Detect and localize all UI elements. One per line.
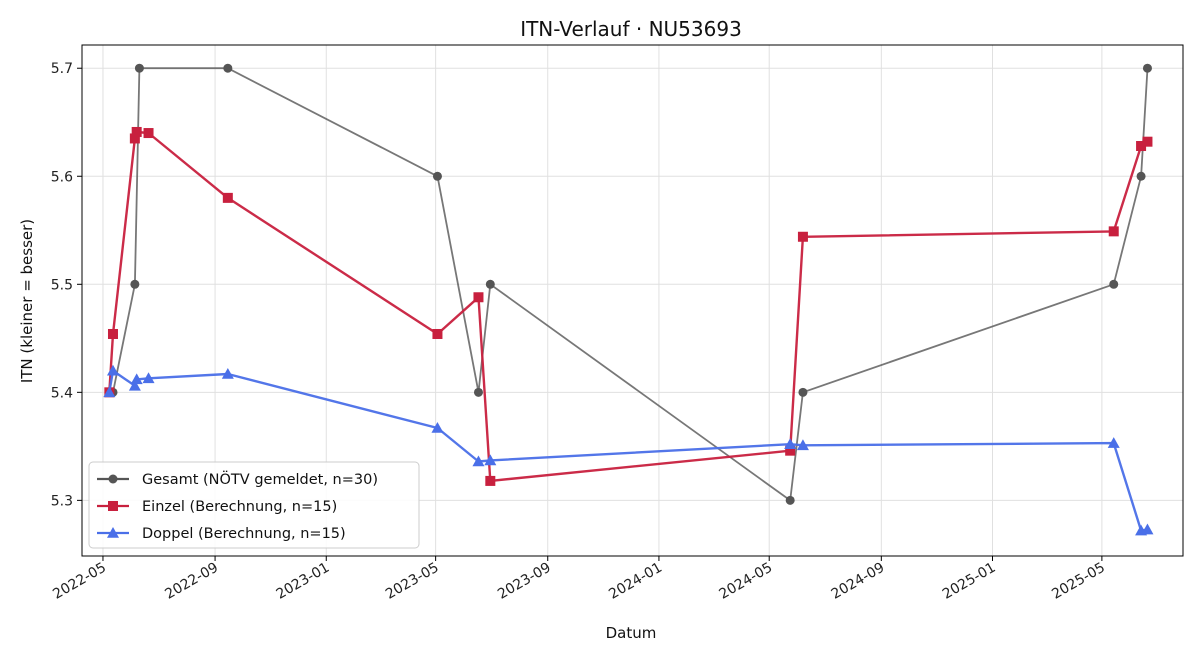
chart-title: ITN-Verlauf · NU53693 <box>520 17 742 41</box>
data-point <box>472 455 485 467</box>
data-point <box>473 292 484 303</box>
legend-item: Doppel (Berechnung, n=15) <box>97 526 346 542</box>
data-point <box>1141 523 1154 535</box>
legend-swatch-marker <box>108 501 118 511</box>
y-axis-title: ITN (kleiner = besser) <box>18 219 36 383</box>
data-point <box>1142 63 1152 73</box>
legend-item: Gesamt (NÖTV gemeldet, n=30) <box>97 470 378 488</box>
y-tick-label: 5.7 <box>51 61 73 77</box>
data-point <box>103 386 116 398</box>
y-tick-label: 5.4 <box>51 385 73 401</box>
legend-label: Einzel (Berechnung, n=15) <box>142 499 337 515</box>
data-point <box>784 438 797 449</box>
x-tick-label: 2022-05 <box>50 560 109 603</box>
x-tick-label: 2022-09 <box>162 560 221 603</box>
data-point <box>785 445 796 456</box>
y-tick-label: 5.3 <box>51 493 73 509</box>
data-point <box>131 126 142 137</box>
legend: Gesamt (NÖTV gemeldet, n=30) Einzel (Bere… <box>88 461 420 549</box>
data-point <box>107 328 118 339</box>
data-point <box>798 387 808 397</box>
data-point <box>143 128 154 139</box>
data-point <box>1107 437 1120 448</box>
series-line <box>108 130 1149 483</box>
data-point <box>1136 141 1147 152</box>
x-tick-label: 2023-05 <box>383 560 442 603</box>
x-tick-label: 2024-09 <box>829 560 888 603</box>
data-point <box>134 63 144 73</box>
x-tick-label: 2024-05 <box>717 560 776 603</box>
x-tick-label: 2023-01 <box>274 560 333 603</box>
series-square <box>104 126 1153 486</box>
legend-swatch-marker <box>108 474 118 484</box>
legend-label: Doppel (Berechnung, n=15) <box>142 526 346 542</box>
data-point <box>431 421 444 433</box>
data-point <box>785 495 795 505</box>
x-axis-title: Datum <box>606 624 657 642</box>
data-point <box>128 379 141 391</box>
data-point <box>130 279 140 289</box>
x-tick-label: 2023-09 <box>495 560 554 603</box>
data-point <box>796 439 809 451</box>
data-point <box>222 192 233 203</box>
data-point <box>797 231 808 242</box>
legend-item: Einzel (Berechnung, n=15) <box>97 499 337 515</box>
data-point <box>129 133 140 144</box>
data-point <box>106 364 119 376</box>
data-point <box>1142 136 1153 147</box>
y-tick-label: 5.6 <box>51 169 73 185</box>
data-point <box>484 454 497 466</box>
y-tick-label: 5.5 <box>51 277 73 293</box>
legend-label: Gesamt (NÖTV gemeldet, n=30) <box>142 470 378 488</box>
data-point <box>1136 171 1146 181</box>
legend-swatch-marker <box>107 527 119 538</box>
data-point <box>432 171 442 181</box>
x-tick-label: 2024-01 <box>606 560 665 603</box>
x-tick-label: 2025-01 <box>940 560 999 603</box>
data-point <box>485 279 495 289</box>
series-layer <box>103 63 1154 536</box>
data-point <box>1109 279 1119 289</box>
data-point <box>142 372 155 384</box>
data-point <box>221 367 234 379</box>
plot-frame <box>81 44 1184 557</box>
data-point <box>473 387 483 397</box>
series-triangle <box>103 364 1154 536</box>
data-point <box>223 63 233 73</box>
data-point <box>485 475 496 486</box>
data-point <box>1108 226 1119 237</box>
legend-box <box>88 461 420 549</box>
data-point <box>432 328 443 339</box>
data-point <box>130 373 143 385</box>
x-tick-label: 2025-05 <box>1049 560 1108 603</box>
